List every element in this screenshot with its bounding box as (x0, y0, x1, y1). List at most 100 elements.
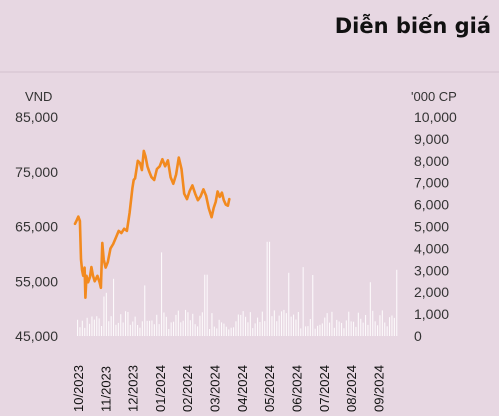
volume-bar (273, 310, 275, 336)
volume-unit-label: '000 CP (411, 89, 457, 104)
volume-bar (389, 317, 391, 336)
volume-bar (156, 314, 158, 336)
volume-bar (338, 321, 340, 336)
month-tick-label: 04/2024 (235, 365, 250, 412)
volume-bar (93, 319, 95, 336)
month-tick-label: 02/2024 (180, 365, 195, 412)
volume-bar (201, 312, 203, 336)
volume-bar (254, 323, 256, 336)
volume-bar (209, 329, 211, 336)
volume-bar (266, 241, 268, 336)
volume-bar (197, 326, 199, 336)
price-tick-label: 55,000 (15, 273, 58, 289)
volume-bar (173, 321, 175, 336)
volume-bar (285, 313, 287, 336)
month-tick-label: 11/2023 (98, 366, 113, 412)
volume-bar (379, 315, 381, 336)
volume-bar (144, 285, 146, 336)
volume-bar (185, 309, 187, 336)
month-tick-label: 09/2024 (371, 365, 386, 412)
volume-tick-label: 7,000 (414, 175, 449, 191)
volume-bar (132, 321, 134, 336)
volume-tick-label: 5,000 (414, 219, 449, 235)
price-tick-label: 75,000 (15, 164, 58, 180)
volume-bar (163, 312, 165, 336)
volume-bar (302, 267, 304, 336)
volume-bar (113, 278, 115, 336)
volume-bar (345, 320, 347, 336)
volume-bar (180, 322, 182, 336)
volume-bar (377, 325, 379, 336)
volume-bar (228, 329, 230, 336)
volume-bar (192, 313, 194, 336)
volume-tick-label: 9,000 (414, 131, 449, 147)
volume-tick-label: 0 (414, 328, 422, 344)
volume-bar (117, 322, 119, 336)
volume-bar (79, 327, 81, 336)
volume-bar (127, 312, 129, 336)
volume-bar (391, 315, 393, 336)
volume-bar (257, 317, 259, 336)
volume-bar (343, 328, 345, 336)
volume-bar (386, 326, 388, 336)
volume-tick-label: 4,000 (414, 240, 449, 256)
volume-bar (264, 321, 266, 336)
volume-bar (369, 282, 371, 336)
volume-bar (297, 312, 299, 336)
volume-bar (317, 325, 319, 336)
volume-bar (105, 292, 107, 336)
volume-bar (230, 327, 232, 336)
price-axis: VND 85,000 75,000 65,000 55,000 45,000 (15, 89, 58, 344)
volume-bar (204, 274, 206, 336)
volume-bar (324, 317, 326, 336)
volume-bar (242, 311, 244, 336)
volume-bar (314, 328, 316, 336)
volume-bar (278, 315, 280, 336)
chart-title: Diễn biến giá (334, 14, 491, 38)
price-unit-label: VND (25, 89, 52, 104)
volume-bar (355, 326, 357, 336)
volume-bar (149, 320, 151, 336)
volume-bar (81, 320, 83, 336)
volume-bar (307, 326, 309, 336)
volume-bar (353, 321, 355, 336)
volume-bar (177, 310, 179, 336)
month-tick-label: 03/2024 (208, 365, 223, 412)
volume-bar (235, 321, 237, 336)
volume-bar (199, 315, 201, 336)
volume-bar (237, 314, 239, 336)
volume-bar (329, 322, 331, 336)
volume-bar (146, 320, 148, 336)
volume-bar (139, 327, 141, 336)
volume-bar (381, 310, 383, 336)
volume-bar (86, 317, 88, 336)
volume-bar (367, 324, 369, 336)
volume-bar (276, 321, 278, 336)
month-tick-label: 10/2023 (71, 365, 86, 412)
volume-bar (77, 319, 79, 336)
price-tick-label: 45,000 (15, 328, 58, 344)
volume-bars (77, 241, 398, 336)
volume-bar (319, 324, 321, 336)
volume-bar (221, 322, 223, 336)
volume-bar (161, 252, 163, 336)
volume-axis: '000 CP 10,000 9,000 8,000 7,000 6,000 5,000 4,… (411, 89, 457, 344)
volume-bar (141, 321, 143, 336)
volume-bar (300, 328, 302, 336)
volume-bar (101, 326, 103, 336)
volume-bar (84, 327, 86, 336)
volume-bar (249, 312, 251, 336)
volume-bar (252, 328, 254, 336)
volume-bar (288, 272, 290, 336)
volume-bar (283, 309, 285, 336)
volume-bar (168, 329, 170, 336)
month-tick-label: 06/2024 (289, 365, 304, 412)
month-tick-label: 05/2024 (262, 365, 277, 412)
volume-bar (312, 275, 314, 336)
volume-bar (189, 320, 191, 336)
volume-bar (350, 321, 352, 336)
volume-bar (245, 316, 247, 336)
volume-bar (134, 316, 136, 336)
volume-bar (175, 314, 177, 336)
volume-bar (216, 328, 218, 336)
